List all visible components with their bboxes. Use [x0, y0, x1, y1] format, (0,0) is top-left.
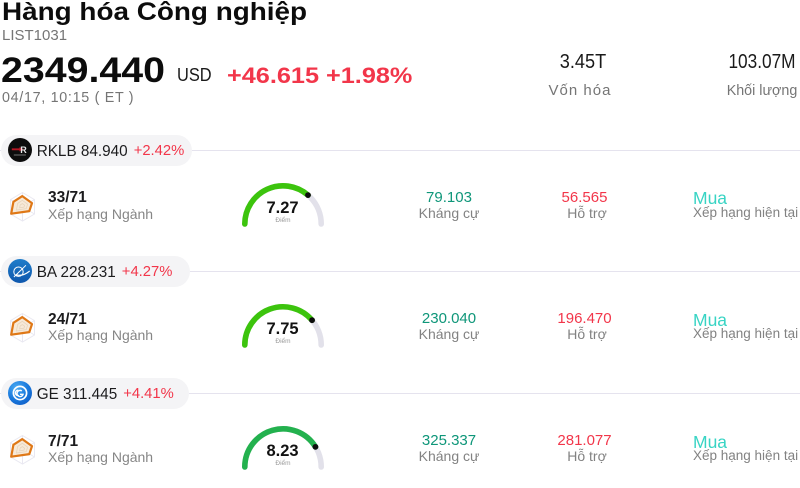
svg-text:R: R	[20, 145, 27, 155]
